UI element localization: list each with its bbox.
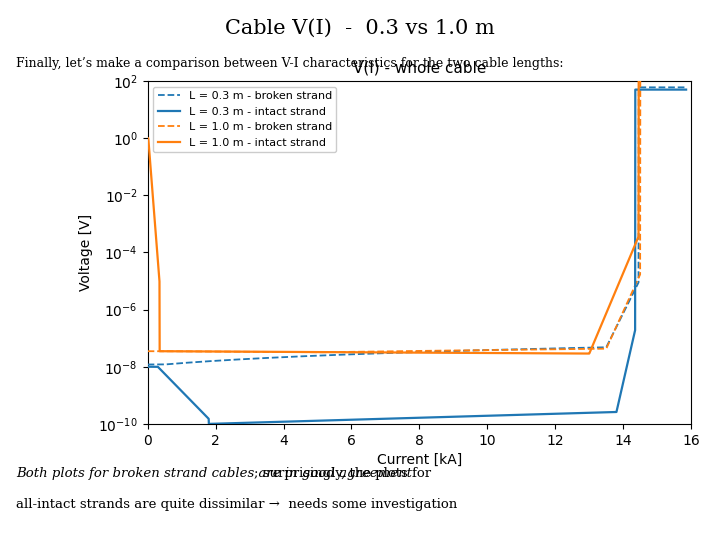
X-axis label: Current [kA]: Current [kA]: [377, 453, 462, 467]
Y-axis label: Voltage [V]: Voltage [V]: [78, 214, 93, 291]
Text: all-intact strands are quite dissimilar →  needs some investigation: all-intact strands are quite dissimilar …: [16, 498, 457, 511]
Text: Cable V(I)  -  0.3 vs 1.0 m: Cable V(I) - 0.3 vs 1.0 m: [225, 19, 495, 38]
Legend: L = 0.3 m - broken strand, L = 0.3 m - intact strand, L = 1.0 m - broken strand,: L = 0.3 m - broken strand, L = 0.3 m - i…: [153, 86, 336, 152]
Text: Both plots for broken strand cables are in good agreement: Both plots for broken strand cables are …: [16, 467, 412, 480]
Text: Finally, let’s make a comparison between V-I characteristics for the two cable l: Finally, let’s make a comparison between…: [16, 57, 563, 70]
Text: ; surprisingly, the plots for: ; surprisingly, the plots for: [16, 467, 431, 480]
Title: V(I) - whole cable: V(I) - whole cable: [353, 60, 486, 76]
